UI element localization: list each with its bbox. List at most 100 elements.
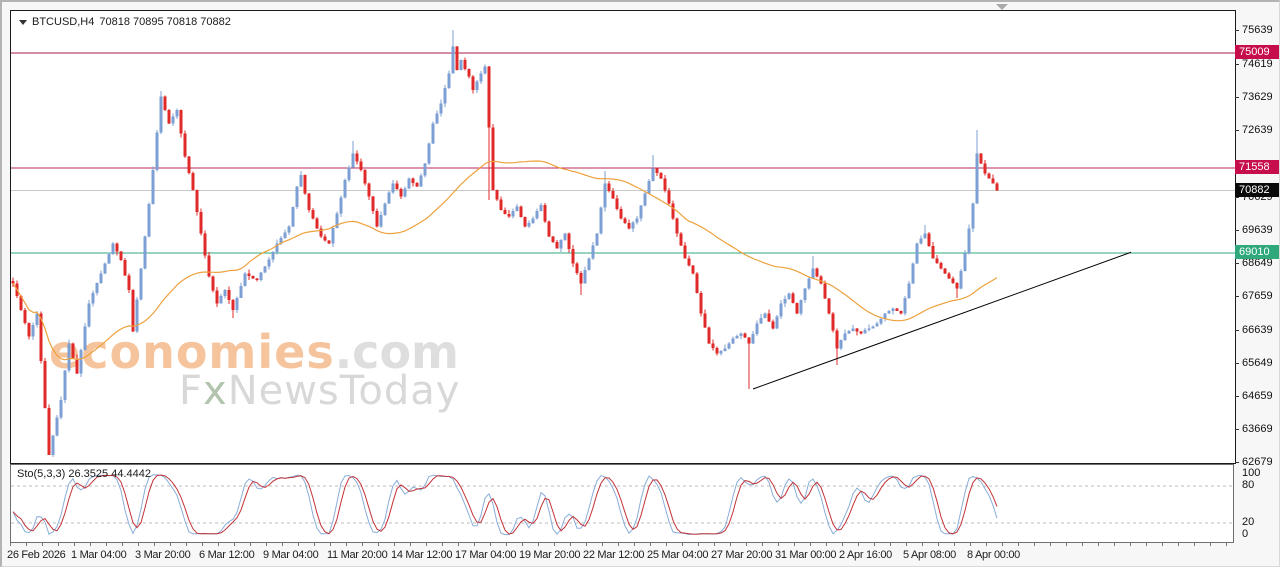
axis-tick	[10, 543, 11, 546]
axis-tick	[586, 543, 587, 546]
price-tick-label: 73629	[1242, 90, 1273, 103]
axis-tick	[346, 543, 347, 546]
chart-shift-marker[interactable]	[996, 4, 1008, 10]
sto-k-value: 26.3525	[68, 468, 109, 480]
sto-d-value: 44.4442	[111, 468, 151, 480]
time-axis-label: 22 Mar 12:00	[583, 549, 645, 561]
price-axis-tick	[1235, 97, 1239, 99]
axis-tick	[1146, 543, 1147, 546]
price-axis-badge: 70882	[1235, 182, 1279, 197]
stochastic-panel[interactable]: Sto(5,3,3) 26.3525 44.4442	[10, 464, 1234, 543]
axis-tick	[138, 543, 139, 546]
axis-tick	[890, 543, 891, 546]
price-axis-tick	[1235, 296, 1239, 298]
price-axis-tick	[1235, 230, 1239, 232]
price-axis-badge: 71558	[1235, 160, 1279, 174]
time-axis-label: 17 Mar 04:00	[455, 549, 517, 561]
axis-tick	[618, 543, 619, 546]
axis-tick	[266, 543, 267, 546]
axis-tick	[938, 543, 939, 546]
axis-tick	[826, 543, 827, 546]
price-tick-label: 74619	[1242, 57, 1273, 70]
axis-tick	[794, 543, 795, 546]
axis-tick	[1178, 543, 1179, 546]
price-axis-tick	[1235, 429, 1239, 431]
axis-tick	[250, 543, 251, 546]
price-axis-tick	[1235, 64, 1239, 66]
axis-tick	[410, 543, 411, 546]
axis-tick	[298, 543, 299, 546]
time-axis-label: 8 Apr 00:00	[967, 549, 1020, 561]
price-axis-tick	[1235, 330, 1239, 332]
price-axis-tick	[1235, 263, 1239, 265]
time-axis-label: 26 Feb 2026	[7, 549, 66, 561]
main-chart-panel[interactable]: economies.com FxNewsToday BTCUSD,H4 7081…	[10, 10, 1236, 464]
axis-tick	[378, 543, 379, 546]
price-axis-tick	[1235, 130, 1239, 132]
axis-tick	[746, 543, 747, 546]
axis-tick	[1210, 543, 1211, 546]
price-axis[interactable]: 75639 74619 73629 72639 70629 69639 68649 67659…	[1234, 2, 1279, 566]
time-axis-label: 14 Mar 12:00	[391, 549, 453, 561]
ohlc-values: 70818 70895 70818 70882	[99, 16, 231, 28]
axis-tick	[682, 543, 683, 546]
time-axis-label: 6 Mar 12:00	[199, 549, 255, 561]
axis-tick	[778, 543, 779, 546]
axis-tick	[458, 543, 459, 546]
candlestick-svg[interactable]	[11, 11, 1235, 463]
axis-tick	[1066, 543, 1067, 546]
price-tick-label: 63669	[1242, 422, 1273, 435]
time-axis-label: 27 Mar 20:00	[711, 549, 773, 561]
axis-tick	[42, 543, 43, 546]
axis-tick	[234, 543, 235, 546]
time-axis-label: 11 Mar 20:00	[327, 549, 388, 561]
time-axis-label: 3 Mar 20:00	[135, 549, 191, 561]
axis-tick	[186, 543, 187, 546]
axis-tick	[698, 543, 699, 546]
axis-tick	[762, 543, 763, 546]
axis-tick	[314, 543, 315, 546]
time-axis[interactable]: 26 Feb 2026 1 Mar 04:00 3 Mar 20:00 6 Mar 1…	[2, 543, 1279, 566]
axis-tick	[1098, 543, 1099, 546]
axis-tick	[474, 543, 475, 546]
sto-scale-label: 100	[1242, 467, 1261, 479]
axis-tick	[122, 543, 123, 546]
axis-tick	[554, 543, 555, 546]
stochastic-label: Sto(5,3,3) 26.3525 44.4442	[17, 468, 151, 480]
axis-tick	[218, 543, 219, 546]
price-axis-tick	[1235, 30, 1239, 32]
axis-tick	[202, 543, 203, 546]
time-axis-label: 9 Mar 04:00	[263, 549, 319, 561]
axis-tick	[74, 543, 75, 546]
axis-tick	[810, 543, 811, 546]
axis-tick	[1018, 543, 1019, 546]
axis-tick	[1034, 543, 1035, 546]
symbol-dropdown-icon[interactable]	[19, 19, 27, 25]
price-tick-label: 65649	[1242, 356, 1273, 369]
price-axis-tick	[1235, 363, 1239, 365]
time-axis-label: 2 Apr 16:00	[839, 549, 892, 561]
price-axis-tick	[1235, 396, 1239, 398]
axis-tick	[1082, 543, 1083, 546]
axis-tick	[442, 543, 443, 546]
axis-tick	[634, 543, 635, 546]
symbol-name: BTCUSD,H4	[32, 16, 95, 28]
axis-tick	[954, 543, 955, 546]
sto-scale-label: 80	[1242, 479, 1255, 492]
axis-tick	[1194, 543, 1195, 546]
sto-scale-label: 20	[1242, 515, 1255, 528]
price-tick-label: 75639	[1242, 23, 1273, 36]
axis-tick	[506, 543, 507, 546]
axis-tick	[570, 543, 571, 546]
stochastic-svg	[11, 474, 1233, 536]
price-axis-tick	[1235, 462, 1239, 464]
axis-tick	[1114, 543, 1115, 546]
time-axis-label: 19 Mar 20:00	[519, 549, 581, 561]
price-tick-label: 66639	[1242, 323, 1273, 336]
price-tick-label: 67659	[1242, 289, 1273, 302]
price-tick-label: 64659	[1242, 389, 1273, 402]
axis-tick	[602, 543, 603, 546]
axis-tick	[522, 543, 523, 546]
axis-tick	[858, 543, 859, 546]
